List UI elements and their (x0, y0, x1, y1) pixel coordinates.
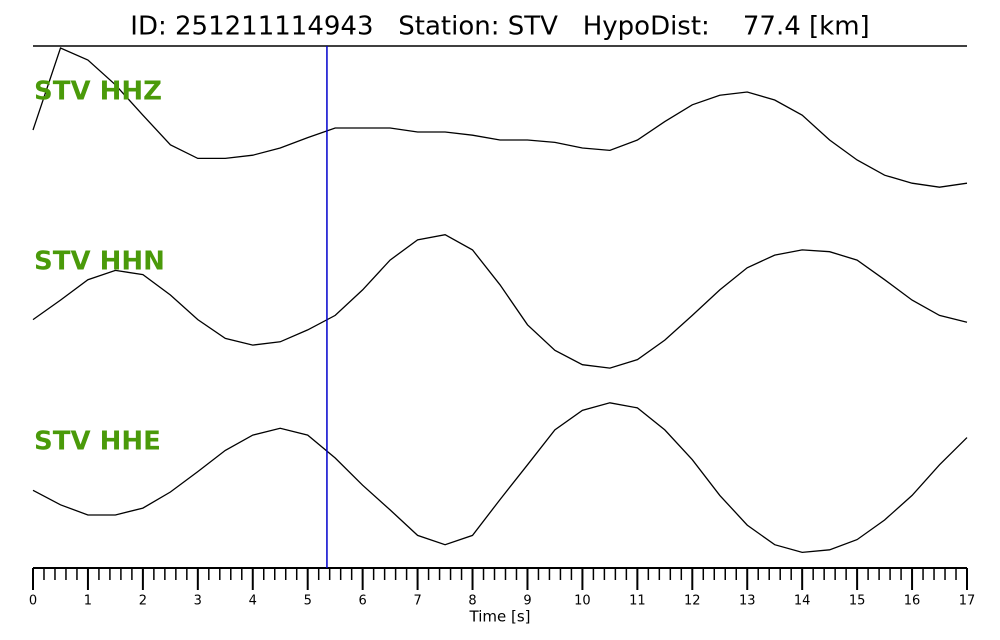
chart-title: ID: 251211114943 Station: STV HypoDist: … (130, 12, 869, 42)
trace (32, 234, 968, 369)
x-axis-label: Time [s] (469, 608, 531, 626)
x-tick-label: 15 (849, 594, 866, 609)
x-tick-label: 11 (629, 594, 646, 609)
trace-label: STV HHZ (34, 77, 162, 107)
x-tick-label: 13 (739, 594, 756, 609)
x-tick-label: 0 (29, 594, 37, 609)
x-tick-label: 12 (684, 594, 701, 609)
x-tick-label: 6 (359, 594, 367, 609)
x-tick-label: 8 (468, 594, 476, 609)
x-tick-label: 2 (139, 594, 147, 609)
trace-label: STV HHN (34, 247, 165, 277)
trace (32, 47, 968, 188)
x-tick-label: 5 (304, 594, 312, 609)
trace-label: STV HHE (34, 427, 161, 457)
x-tick-label: 14 (794, 594, 811, 609)
x-tick-label: 16 (904, 594, 921, 609)
x-tick-label: 17 (959, 594, 976, 609)
x-tick-label: 3 (194, 594, 202, 609)
x-tick-label: 4 (249, 594, 257, 609)
x-tick-label: 1 (84, 594, 92, 609)
x-tick-label: 9 (523, 594, 531, 609)
trace (32, 402, 968, 554)
x-tick-label: 10 (574, 594, 591, 609)
x-tick-label: 7 (413, 594, 421, 609)
